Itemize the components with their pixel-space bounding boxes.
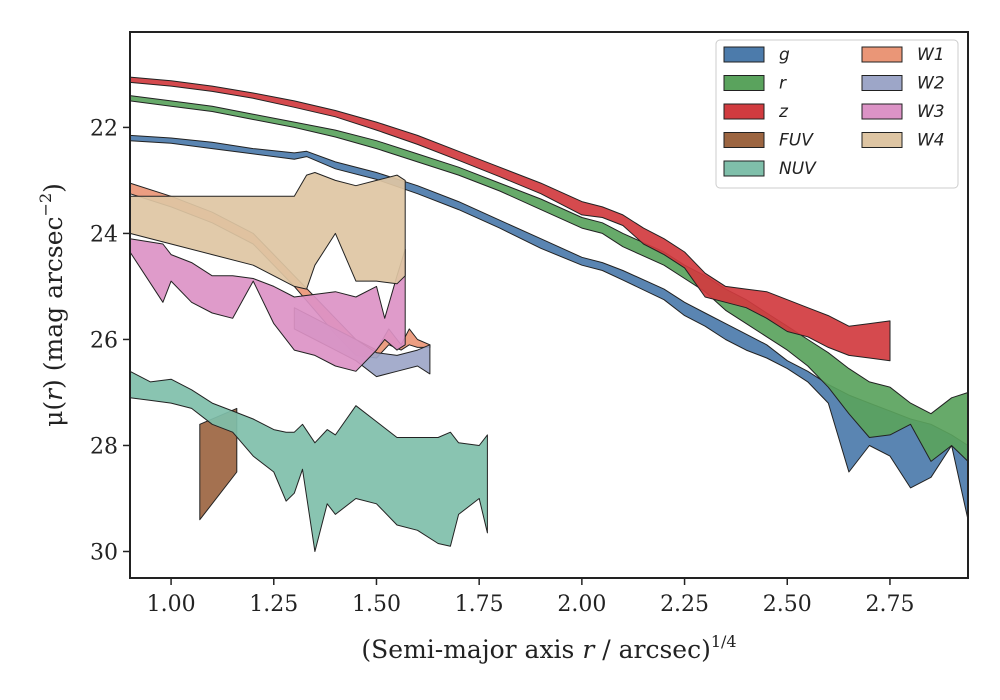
y-tick-label: 26 (90, 328, 118, 353)
series-areas (129, 76, 969, 552)
legend-label-fuv: FUV (779, 131, 814, 151)
x-tick-label: 1.00 (147, 592, 196, 617)
legend-swatch-g (723, 46, 765, 63)
y-axis-ticks: 22 24 26 28 30 (90, 116, 130, 565)
x-tick-label: 1.25 (249, 592, 298, 617)
legend-label-r: r (779, 74, 787, 94)
legend-swatch-r (723, 75, 765, 91)
legend-label-z: z (778, 102, 789, 122)
legend: grz FUV NUV W1 W2 W3 W4 (715, 39, 959, 189)
y-tick-label: 30 (90, 540, 118, 565)
legend-swatch-z (723, 103, 765, 120)
x-tick-label: 2.50 (763, 592, 812, 617)
x-tick-label: 2.00 (557, 592, 606, 617)
legend-swatch-w4 (861, 132, 903, 148)
legend-label-w2: W2 (917, 74, 945, 94)
series-band-z (129, 76, 891, 362)
y-axis-label: μ(r) (mag arcsec−2) (36, 183, 68, 427)
y-tick-label: 28 (90, 434, 118, 459)
plot-frame (129, 31, 969, 579)
series-band-w4 (129, 172, 406, 290)
legend-label-w1: W1 (917, 45, 945, 65)
y-tick-label: 24 (90, 222, 118, 247)
x-axis-ticks: 1.00 1.25 1.50 1.75 2.00 2.25 2.50 2.75 (147, 578, 914, 617)
legend-swatch-w3 (861, 103, 903, 120)
legend-label-nuv: NUV (779, 159, 817, 179)
legend-swatch-nuv (723, 160, 765, 177)
legend-label-g: g (779, 45, 790, 65)
x-tick-label: 2.25 (660, 592, 709, 617)
legend-swatch-fuv (723, 132, 765, 148)
legend-label-w3: W3 (917, 102, 945, 122)
x-tick-label: 1.50 (352, 592, 401, 617)
y-tick-label: 22 (90, 116, 118, 141)
legend-label-w4: W4 (917, 131, 945, 151)
legend-swatch-w2 (861, 75, 903, 91)
series-band-nuv (129, 370, 488, 552)
x-tick-label: 1.75 (455, 592, 504, 617)
x-tick-label: 2.75 (865, 592, 914, 617)
series-band-w3 (129, 238, 406, 372)
legend-swatch-w1 (861, 46, 903, 63)
x-axis-label: (Semi-major axis r / arcsec)1/4 (361, 632, 736, 664)
